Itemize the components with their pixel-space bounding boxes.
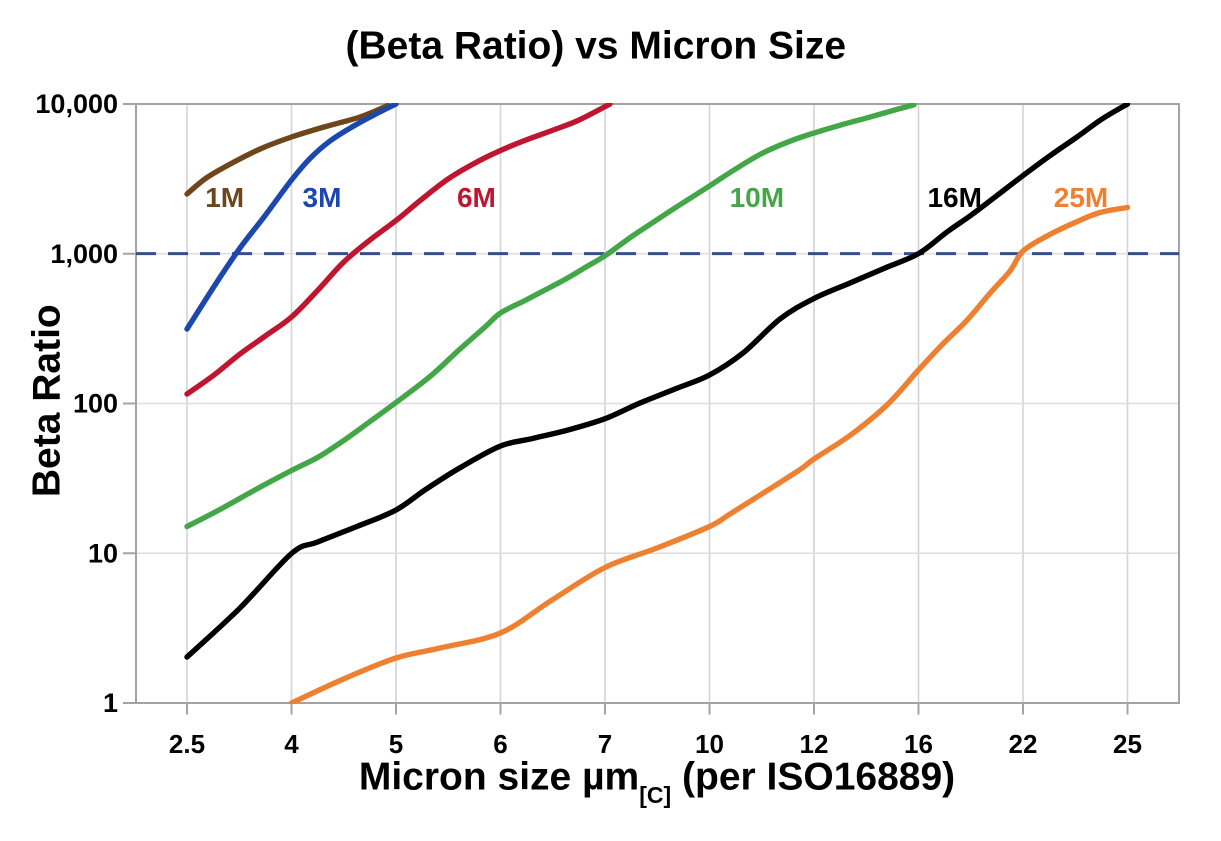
svg-text:10: 10	[695, 729, 724, 759]
svg-text:12: 12	[800, 729, 829, 759]
svg-text:1M: 1M	[205, 182, 244, 213]
svg-text:10M: 10M	[730, 182, 784, 213]
svg-text:1: 1	[103, 688, 118, 718]
svg-text:100: 100	[73, 389, 118, 419]
svg-text:1,000: 1,000	[50, 239, 118, 269]
svg-text:6M: 6M	[457, 182, 496, 213]
svg-text:6: 6	[493, 729, 507, 759]
svg-text:10,000: 10,000	[35, 89, 118, 119]
svg-text:2.5: 2.5	[169, 729, 205, 759]
svg-text:22: 22	[1009, 729, 1038, 759]
svg-text:4: 4	[284, 729, 299, 759]
svg-text:16M: 16M	[927, 182, 981, 213]
svg-text:(Beta Ratio) vs Micron Size: (Beta Ratio) vs Micron Size	[345, 25, 846, 68]
svg-text:10: 10	[88, 538, 118, 568]
svg-text:16: 16	[904, 729, 933, 759]
svg-text:25: 25	[1113, 729, 1142, 759]
svg-text:3M: 3M	[303, 182, 342, 213]
svg-text:5: 5	[389, 729, 403, 759]
svg-text:7: 7	[598, 729, 612, 759]
svg-text:Beta Ratio: Beta Ratio	[26, 304, 69, 497]
svg-text:25M: 25M	[1054, 182, 1108, 213]
